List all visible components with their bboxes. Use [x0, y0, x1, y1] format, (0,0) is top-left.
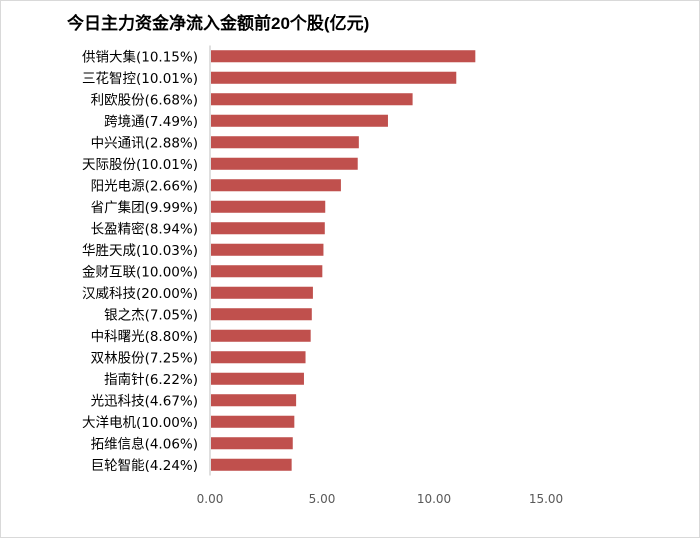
bar [211, 265, 323, 278]
category-label: 银之杰(7.05%) [104, 307, 198, 323]
bar [211, 329, 311, 342]
category-label: 中兴通讯(2.88%) [91, 135, 198, 151]
x-tick-label: 10.00 [417, 492, 451, 506]
bar [211, 458, 292, 471]
bar [211, 50, 476, 63]
category-label: 中科曙光(8.80%) [91, 329, 198, 345]
category-label: 汉威科技(20.00%) [82, 286, 198, 302]
bar [211, 308, 312, 321]
bar [211, 114, 388, 127]
bar [211, 286, 313, 299]
bar [211, 372, 304, 385]
category-label: 拓维信息(4.06%) [91, 435, 198, 452]
bar [211, 179, 341, 192]
bar [211, 157, 358, 170]
category-label: 光迅科技(4.67%) [91, 393, 198, 409]
bar [211, 415, 295, 428]
x-tick-label: 0.00 [197, 492, 224, 506]
category-label: 双林股份(7.25%) [91, 350, 198, 366]
bar [211, 394, 297, 407]
bar [211, 93, 413, 106]
category-label: 供销大集(10.15%) [82, 49, 198, 65]
category-label: 指南针(6.22%) [104, 372, 198, 388]
category-label: 金财互联(10.00%) [82, 264, 198, 280]
bar [211, 222, 325, 235]
category-label: 长盈精密(8.94%) [91, 220, 198, 237]
category-label: 省广集团(9.99%) [91, 200, 198, 216]
chart-title: 今日主力资金净流入金额前20个股(亿元) [67, 14, 370, 33]
category-label: 阳光电源(2.66%) [91, 178, 198, 194]
category-label: 跨境通(7.49%) [104, 114, 198, 130]
category-label: 天际股份(10.01%) [82, 157, 198, 173]
category-label: 巨轮智能(4.24%) [91, 458, 198, 474]
bar [211, 200, 326, 213]
bar [211, 136, 359, 149]
x-tick-label: 5.00 [309, 492, 336, 506]
category-label: 大洋电机(10.00%) [82, 415, 198, 431]
x-tick-label: 15.00 [529, 492, 563, 506]
category-label: 三花智控(10.01%) [82, 71, 198, 87]
bar [211, 351, 306, 364]
category-label: 华胜天成(10.03%) [82, 243, 198, 259]
bar [211, 243, 324, 256]
bar [211, 437, 293, 450]
category-label: 利欧股份(6.68%) [91, 92, 198, 108]
bar [211, 71, 457, 84]
